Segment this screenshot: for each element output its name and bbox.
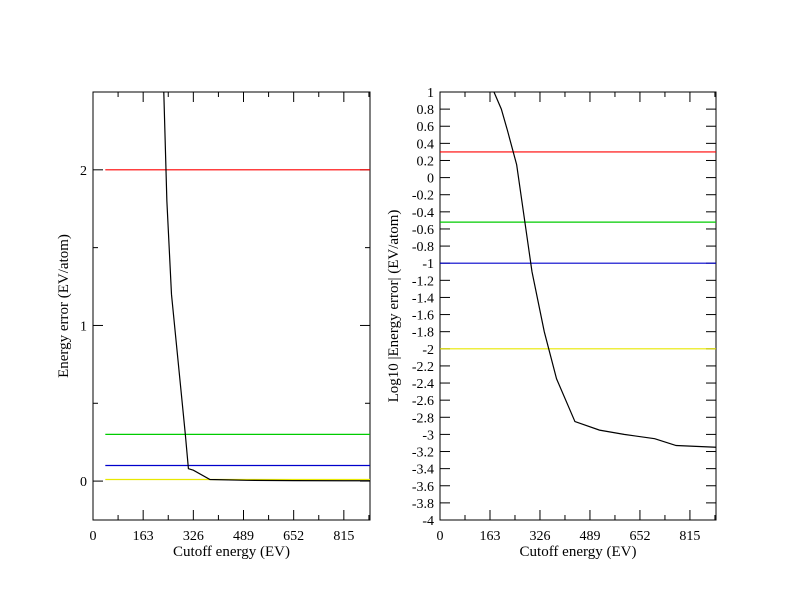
series-line-convergence (163, 92, 370, 482)
y-tick-label: -0.2 (412, 189, 434, 204)
y-tick-label: -0.8 (412, 240, 434, 255)
x-tick-label: 163 (133, 529, 154, 544)
y-tick-label: 2 (80, 164, 87, 179)
y-axis-title: Log10 |Energy error| (EV/atom) (386, 210, 402, 403)
y-tick-label: -2.4 (412, 377, 434, 392)
y-tick-label: -4 (422, 514, 434, 529)
x-axis-title: Cutoff energy (EV) (173, 544, 290, 560)
y-tick-label: -2.2 (412, 360, 434, 375)
x-tick-label: 652 (629, 529, 650, 544)
x-tick-label: 815 (679, 529, 700, 544)
right-chart: 0 163 326 489 652 815 1 0.8 0.6 0.4 0.2 0 -0.2 -0.4 -0… (386, 86, 717, 560)
plot-frame (439, 91, 717, 521)
y-tick-label: 0.4 (417, 137, 435, 152)
y-tick-label: -0.6 (412, 223, 434, 238)
y-tick-label: -1.8 (412, 326, 434, 341)
x-axis-title: Cutoff energy (EV) (520, 544, 637, 560)
y-tick-label: -1.4 (412, 291, 434, 306)
y-tick-label: -3 (422, 428, 434, 443)
y-tick-label: 0 (427, 172, 434, 187)
y-tick-label: 0.6 (417, 120, 435, 135)
y-tick-label: -3.4 (412, 463, 434, 478)
x-tick-label: 815 (333, 529, 354, 544)
x-tick-label: 652 (283, 529, 304, 544)
x-tick-label: 326 (529, 529, 550, 544)
x-tick-label: 489 (579, 529, 600, 544)
x-tick-label: 0 (90, 529, 97, 544)
y-tick-label: -1.2 (412, 274, 434, 289)
y-tick-label: -1 (422, 257, 434, 272)
x-tick-label: 489 (233, 529, 254, 544)
y-tick-label: 1 (427, 86, 434, 101)
x-tick-label: 326 (183, 529, 204, 544)
y-tick-label: -3.2 (412, 446, 434, 461)
y-tick-label: -2 (422, 343, 434, 358)
y-tick-label: -1.6 (412, 309, 434, 324)
y-tick-label: -3.8 (412, 497, 434, 512)
left-chart: 0 163 326 489 652 815 0 1 2 Cutoff energy (EV) Ene… (56, 91, 371, 560)
plot-frame (92, 91, 371, 521)
y-tick-label: 0.2 (417, 154, 435, 169)
y-tick-label: -0.4 (412, 206, 434, 221)
series-line-convergence (493, 92, 716, 448)
x-tick-label: 163 (479, 529, 500, 544)
y-tick-label: 0 (80, 475, 87, 490)
y-tick-label: 1 (80, 319, 87, 334)
y-tick-label: -3.6 (412, 480, 434, 495)
y-tick-label: 0.8 (417, 103, 435, 118)
y-tick-label: -2.6 (412, 394, 434, 409)
y-tick-label: -2.8 (412, 411, 434, 426)
x-tick-label: 0 (437, 529, 444, 544)
y-axis-title: Energy error (EV/atom) (56, 234, 72, 378)
